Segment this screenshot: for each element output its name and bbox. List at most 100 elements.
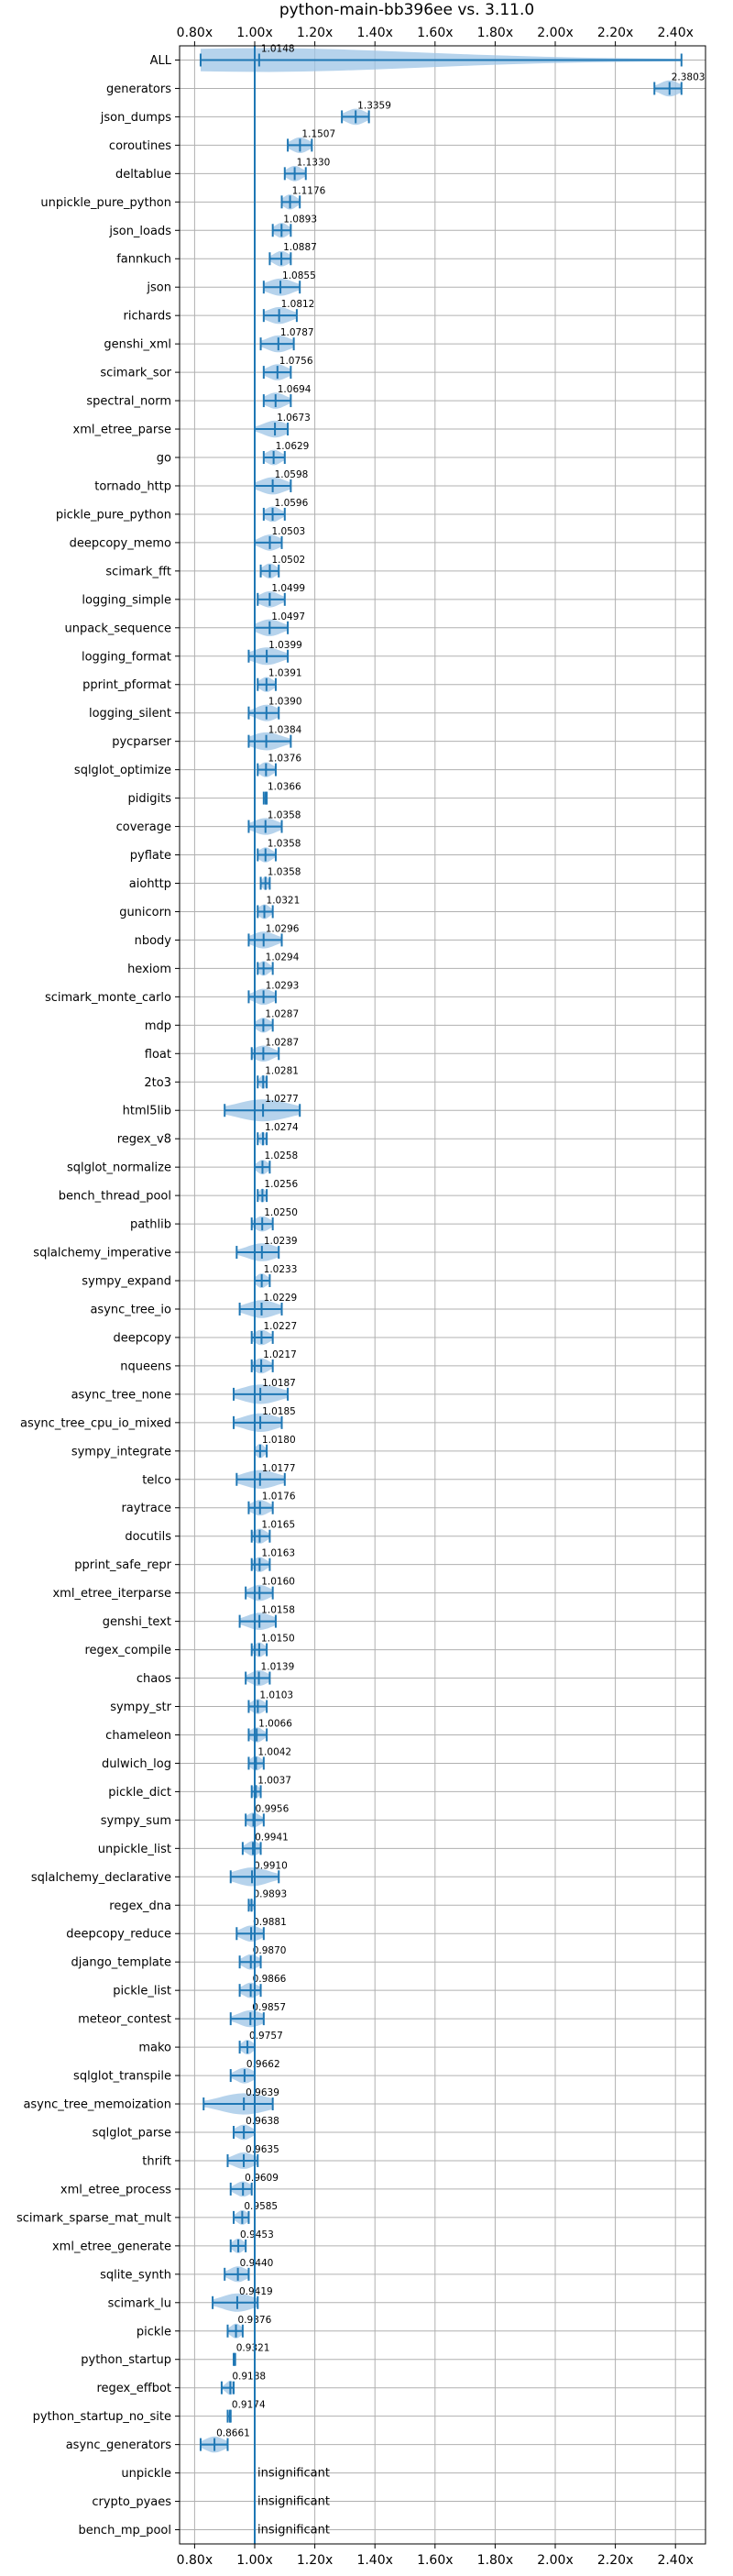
data-value-label: 1.0180 xyxy=(262,1435,296,1446)
benchmark-label: sqlglot_parse xyxy=(93,2126,171,2140)
benchmark-label: json xyxy=(146,281,171,295)
benchmark-label: pyflate xyxy=(130,849,171,863)
benchmark-label: bench_thread_pool xyxy=(59,1190,171,1204)
benchmark-label: async_tree_memoization xyxy=(23,2098,171,2112)
benchmark-label: sqlglot_transpile xyxy=(73,2070,171,2084)
data-value-label: 1.0250 xyxy=(264,1207,298,1218)
data-value-label: 1.0187 xyxy=(262,1378,296,1389)
x-tick-label-top: 2.00x xyxy=(537,26,573,40)
benchmark-label: fannkuch xyxy=(116,253,171,267)
benchmark-label: deepcopy_memo xyxy=(70,536,171,550)
data-value-label: 0.9893 xyxy=(253,1888,287,1899)
benchmark-label: pickle_pure_python xyxy=(56,508,171,522)
benchmark-label: xml_etree_process xyxy=(60,2183,171,2196)
data-value-label: 1.0165 xyxy=(261,1520,295,1531)
benchmark-label: docutils xyxy=(125,1530,171,1544)
benchmark-label: html5lib xyxy=(123,1105,171,1118)
benchmark-label: gunicorn xyxy=(119,906,171,919)
data-value-label: 1.0366 xyxy=(268,782,301,793)
benchmark-label: meteor_contest xyxy=(78,2013,171,2027)
data-value-label: 1.0756 xyxy=(279,356,313,367)
data-value-label: 1.0294 xyxy=(266,952,300,963)
data-value-label: 0.9870 xyxy=(253,1945,287,1956)
benchmark-label: pickle_list xyxy=(113,1985,171,1998)
benchmark-label: python_startup xyxy=(81,2353,171,2367)
chart-title: python-main-bb396ee vs. 3.11.0 xyxy=(279,1,534,19)
benchmark-label: deepcopy xyxy=(113,1331,171,1345)
data-value-label: 1.0376 xyxy=(268,754,301,765)
data-value-label: 2.3803 xyxy=(672,72,706,83)
data-value-label: 0.9866 xyxy=(253,1974,287,1985)
benchmark-label: scimark_fft xyxy=(105,565,171,578)
benchmark-label: spectral_norm xyxy=(86,395,171,409)
benchmark-label: logging_silent xyxy=(89,707,171,721)
benchmark-label: scimark_sor xyxy=(100,367,171,380)
data-value-label: 1.0227 xyxy=(263,1321,297,1332)
benchmark-label: scimark_lu xyxy=(108,2296,171,2310)
benchmark-label: unpickle xyxy=(121,2467,171,2481)
data-value-label: 1.0390 xyxy=(268,697,302,708)
data-value-label: 1.1176 xyxy=(292,185,326,196)
benchmark-label: thrift xyxy=(142,2154,171,2168)
data-value-label: 1.0160 xyxy=(261,1577,295,1588)
x-tick-label-top: 2.20x xyxy=(597,26,633,40)
data-value-label: 1.0274 xyxy=(265,1122,299,1133)
benchmark-label: unpickle_pure_python xyxy=(40,196,171,210)
data-value-label: 0.9321 xyxy=(236,2343,270,2354)
benchmark-label: mdp xyxy=(145,1019,171,1033)
x-tick-label-top: 0.80x xyxy=(177,26,213,40)
x-tick-label-bottom: 2.20x xyxy=(597,2553,633,2568)
data-value-label: 1.0358 xyxy=(268,810,301,821)
data-value-label: 1.0256 xyxy=(264,1179,298,1190)
benchmark-label: async_tree_io xyxy=(90,1303,171,1316)
data-value-label: 1.0812 xyxy=(281,299,315,310)
data-value-label: 1.0321 xyxy=(267,895,301,906)
benchmark-label: richards xyxy=(124,310,172,324)
benchmark-label: sqlalchemy_imperative xyxy=(33,1247,171,1260)
benchmark-label: deltablue xyxy=(115,168,171,182)
data-value-label: 0.9941 xyxy=(255,1832,289,1843)
data-value-label: 1.0042 xyxy=(257,1746,291,1757)
benchmark-label: bench_mp_pool xyxy=(78,2524,171,2537)
data-value-label: 0.9174 xyxy=(232,2400,266,2411)
benchmark-label: xml_etree_parse xyxy=(73,424,171,437)
benchmark-label: async_tree_none xyxy=(71,1388,171,1402)
data-value-label: 1.0239 xyxy=(264,1236,298,1247)
insignificant-label: insignificant xyxy=(257,2467,330,2481)
x-tick-label-bottom: 2.40x xyxy=(657,2553,693,2568)
benchmark-label: coroutines xyxy=(109,139,171,153)
benchmark-label: pickle_dict xyxy=(108,1786,171,1800)
benchmark-label: logging_format xyxy=(82,650,171,664)
benchmark-label: regex_v8 xyxy=(117,1133,171,1147)
insignificant-label: insignificant xyxy=(257,2495,330,2509)
benchmark-label: sqlite_synth xyxy=(100,2268,171,2282)
x-tick-label-bottom: 1.40x xyxy=(356,2553,392,2568)
data-value-label: 1.0358 xyxy=(268,866,301,877)
benchmark-label: sqlglot_optimize xyxy=(74,764,171,777)
x-tick-label-top: 1.20x xyxy=(297,26,333,40)
data-value-label: 1.0673 xyxy=(277,413,311,424)
x-tick-label-bottom: 0.80x xyxy=(177,2553,213,2568)
benchmark-label: pathlib xyxy=(130,1218,171,1232)
benchmark-label: sympy_str xyxy=(110,1701,171,1714)
data-value-label: 0.9188 xyxy=(232,2372,266,2383)
data-value-label: 1.0139 xyxy=(261,1662,295,1673)
data-value-label: 1.0158 xyxy=(261,1605,295,1616)
axis-layer: ALL generators json_dumps coroutines deltabl… xyxy=(16,26,706,2568)
data-value-label: 1.0502 xyxy=(271,555,305,566)
benchmark-label: sqlalchemy_declarative xyxy=(31,1871,171,1885)
data-value-label: 1.0499 xyxy=(271,583,305,594)
data-value-label: 1.0287 xyxy=(265,1008,299,1019)
data-value-label: 1.0177 xyxy=(262,1463,296,1474)
data-value-label: 1.0037 xyxy=(257,1775,291,1786)
benchmark-label: sympy_expand xyxy=(82,1275,171,1289)
data-value-label: 1.0855 xyxy=(282,270,316,281)
data-value-label: 1.0176 xyxy=(262,1492,296,1503)
x-tick-label-bottom: 1.80x xyxy=(477,2553,513,2568)
data-value-label: 1.0277 xyxy=(265,1094,299,1105)
benchmark-label: sympy_sum xyxy=(101,1814,171,1828)
x-tick-label-bottom: 1.20x xyxy=(297,2553,333,2568)
data-value-label: 1.0103 xyxy=(259,1690,293,1701)
x-tick-label-top: 1.60x xyxy=(417,26,453,40)
benchmark-label: logging_simple xyxy=(82,593,171,607)
